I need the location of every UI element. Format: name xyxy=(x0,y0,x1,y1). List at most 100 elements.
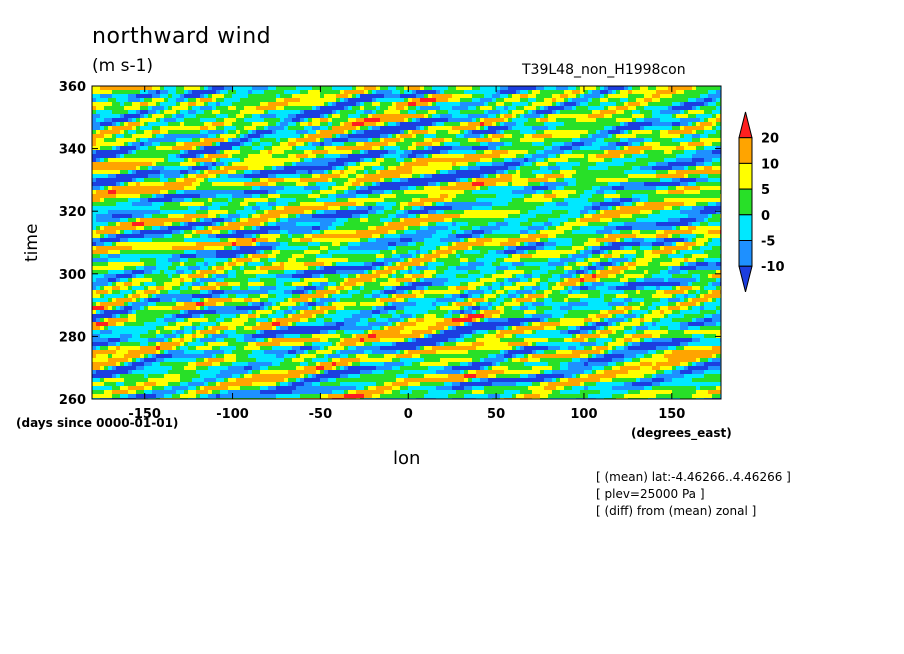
field-cell xyxy=(140,158,145,163)
field-cell xyxy=(520,90,525,95)
field-cell xyxy=(160,150,165,155)
field-cell xyxy=(456,154,461,159)
field-cell xyxy=(572,130,577,135)
field-cell xyxy=(328,146,333,151)
field-cell xyxy=(440,106,445,111)
field-cell xyxy=(544,102,549,107)
field-cell xyxy=(716,170,721,175)
field-cell xyxy=(120,106,125,111)
field-cell xyxy=(524,130,529,135)
field-cell xyxy=(408,110,413,115)
field-cell xyxy=(708,94,713,99)
field-cell xyxy=(628,86,633,91)
field-cell xyxy=(208,126,213,131)
field-cell xyxy=(400,130,405,135)
field-cell xyxy=(188,142,193,147)
field-cell xyxy=(672,110,677,115)
field-cell xyxy=(636,170,641,175)
field-cell xyxy=(492,158,497,163)
field-cell xyxy=(628,154,633,159)
field-cell xyxy=(128,182,133,187)
field-cell xyxy=(660,122,665,127)
field-cell xyxy=(252,118,257,123)
field-cell xyxy=(692,134,697,139)
field-cell xyxy=(384,102,389,107)
field-cell xyxy=(124,182,129,187)
field-cell xyxy=(256,134,261,139)
field-cell xyxy=(664,126,669,131)
field-cell xyxy=(588,122,593,127)
field-cell xyxy=(364,182,369,187)
field-cell xyxy=(204,106,209,111)
field-cell xyxy=(608,142,613,147)
field-cell xyxy=(192,150,197,155)
field-cell xyxy=(604,114,609,119)
field-cell xyxy=(100,166,105,171)
field-cell xyxy=(424,138,429,143)
field-cell xyxy=(424,162,429,167)
field-cell xyxy=(100,206,105,211)
field-cell xyxy=(244,142,249,147)
field-cell xyxy=(564,118,569,123)
field-cell xyxy=(172,190,177,195)
field-cell xyxy=(144,178,149,183)
field-cell xyxy=(196,106,201,111)
field-cell xyxy=(708,86,713,91)
field-cell xyxy=(184,162,189,167)
field-cell xyxy=(712,142,717,147)
field-cell xyxy=(164,114,169,119)
field-cell xyxy=(452,182,457,187)
field-cell xyxy=(484,102,489,107)
field-cell xyxy=(540,182,545,187)
field-cell xyxy=(284,142,289,147)
field-cell xyxy=(532,86,537,91)
field-cell xyxy=(360,110,365,115)
field-cell xyxy=(316,126,321,131)
field-cell xyxy=(112,94,117,99)
field-cell xyxy=(344,150,349,155)
field-cell xyxy=(168,126,173,131)
field-cell xyxy=(404,194,409,199)
field-cell xyxy=(204,118,209,123)
field-cell xyxy=(536,198,541,203)
field-cell xyxy=(244,194,249,199)
field-cell xyxy=(248,106,253,111)
field-cell xyxy=(376,126,381,131)
field-cell xyxy=(152,174,157,179)
field-cell xyxy=(592,106,597,111)
field-cell xyxy=(104,106,109,111)
field-cell xyxy=(248,118,253,123)
field-cell xyxy=(100,126,105,131)
field-cell xyxy=(628,118,633,123)
field-cell xyxy=(616,206,621,211)
field-cell xyxy=(384,210,389,215)
field-cell xyxy=(336,122,341,127)
field-cell xyxy=(264,182,269,187)
field-cell xyxy=(184,202,189,207)
field-cell xyxy=(176,142,181,147)
field-cell xyxy=(532,178,537,183)
field-cell xyxy=(536,146,541,151)
field-cell xyxy=(408,130,413,135)
field-cell xyxy=(572,186,577,191)
field-cell xyxy=(360,90,365,95)
field-cell xyxy=(336,186,341,191)
field-cell xyxy=(180,118,185,123)
field-cell xyxy=(420,142,425,147)
field-cell xyxy=(568,150,573,155)
field-cell xyxy=(156,178,161,183)
field-cell xyxy=(616,194,621,199)
field-cell xyxy=(160,158,165,163)
field-cell xyxy=(400,146,405,151)
field-cell xyxy=(656,98,661,103)
field-cell xyxy=(152,178,157,183)
field-cell xyxy=(364,158,369,163)
field-cell xyxy=(92,174,97,179)
field-cell xyxy=(408,178,413,183)
field-cell xyxy=(704,114,709,119)
field-cell xyxy=(108,90,113,95)
field-cell xyxy=(528,182,533,187)
field-cell xyxy=(448,150,453,155)
field-cell xyxy=(536,182,541,187)
field-cell xyxy=(608,186,613,191)
